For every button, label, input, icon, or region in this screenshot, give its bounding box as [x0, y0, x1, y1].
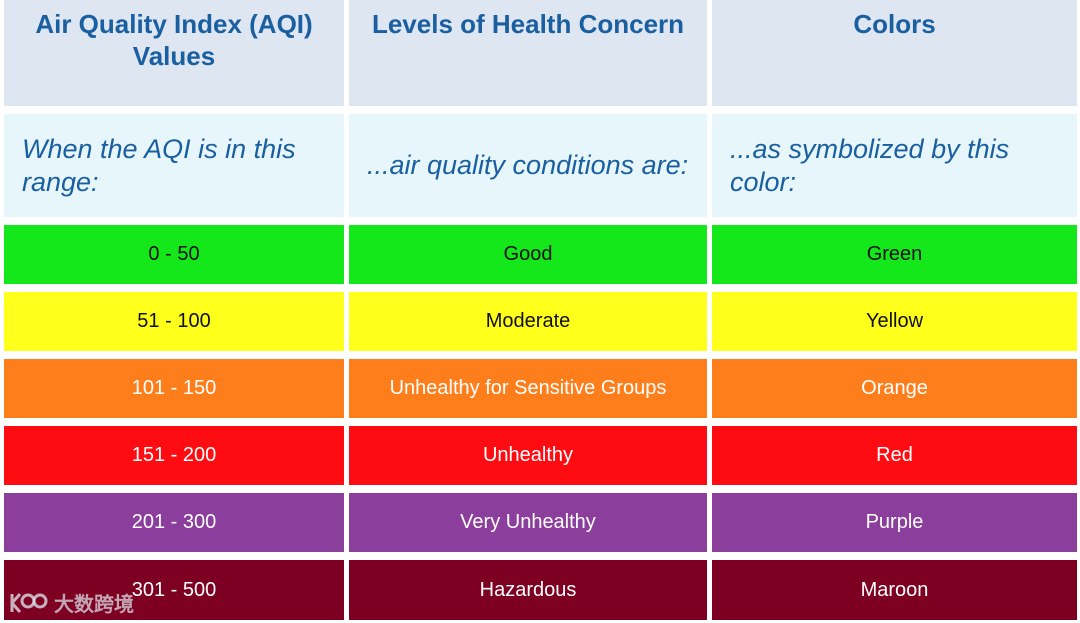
- health-level-value: Hazardous: [479, 578, 577, 601]
- health-level-cell: Unhealthy for Sensitive Groups: [349, 359, 707, 418]
- color-name-cell: Red: [712, 426, 1077, 485]
- health-level-cell: Good: [349, 225, 707, 284]
- aqi-range-cell: 201 - 300: [4, 493, 344, 552]
- health-level-cell: Very Unhealthy: [349, 493, 707, 552]
- health-level-cell: Unhealthy: [349, 426, 707, 485]
- color-name-value: Maroon: [860, 578, 929, 601]
- aqi-range-cell: 0 - 50: [4, 225, 344, 284]
- watermark: 大数跨境: [8, 588, 134, 617]
- health-level-value: Very Unhealthy: [460, 511, 596, 533]
- aqi-range-value: 51 - 100: [137, 310, 211, 332]
- subheader-color-label: ...as symbolized by this color:: [730, 133, 1010, 197]
- aqi-table: Air Quality Index (AQI) Values Levels of…: [4, 0, 1077, 620]
- color-name-value: Orange: [861, 377, 928, 399]
- health-level-value: Good: [503, 243, 553, 265]
- header-health-concern: Levels of Health Concern: [349, 0, 707, 106]
- aqi-range-value: 151 - 200: [131, 444, 217, 466]
- aqi-range-cell: 101 - 150: [4, 359, 344, 418]
- watermark-text: 大数跨境: [54, 594, 134, 616]
- health-level-value: Moderate: [485, 310, 571, 332]
- subheader-conditions: ...air quality conditions are:: [349, 114, 707, 217]
- header-aqi-values: Air Quality Index (AQI) Values: [4, 0, 344, 106]
- color-name-cell: Yellow: [712, 292, 1077, 351]
- aqi-range-cell: 51 - 100: [4, 292, 344, 351]
- health-level-cell: Moderate: [349, 292, 707, 351]
- header-colors-label: Colors: [853, 9, 936, 39]
- aqi-range-value: 301 - 500: [131, 578, 217, 601]
- color-name-cell: Green: [712, 225, 1077, 284]
- color-name-cell: Orange: [712, 359, 1077, 418]
- header-colors: Colors: [712, 0, 1077, 106]
- health-level-cell: Hazardous: [349, 560, 707, 620]
- header-health-concern-label: Levels of Health Concern: [371, 9, 685, 39]
- color-name-value: Red: [876, 444, 913, 466]
- color-name-value: Yellow: [865, 310, 924, 332]
- color-name-cell: Maroon: [712, 560, 1077, 620]
- subheader-range: When the AQI is in this range:: [4, 114, 344, 217]
- watermark-logo-icon: [10, 592, 48, 613]
- subheader-conditions-label: ...air quality conditions are:: [367, 150, 689, 180]
- header-aqi-values-label: Air Quality Index (AQI) Values: [35, 9, 313, 71]
- color-name-value: Green: [866, 243, 923, 265]
- aqi-range-value: 101 - 150: [131, 377, 217, 399]
- aqi-range-cell: 301 - 500: [4, 560, 344, 620]
- aqi-range-value: 201 - 300: [131, 511, 217, 533]
- color-name-cell: Purple: [712, 493, 1077, 552]
- aqi-range-value: 0 - 50: [148, 243, 200, 265]
- health-level-value: Unhealthy for Sensitive Groups: [389, 377, 667, 399]
- color-name-value: Purple: [865, 511, 924, 533]
- subheader-range-label: When the AQI is in this range:: [22, 133, 296, 197]
- health-level-value: Unhealthy: [482, 444, 574, 466]
- aqi-range-cell: 151 - 200: [4, 426, 344, 485]
- subheader-color: ...as symbolized by this color:: [712, 114, 1077, 217]
